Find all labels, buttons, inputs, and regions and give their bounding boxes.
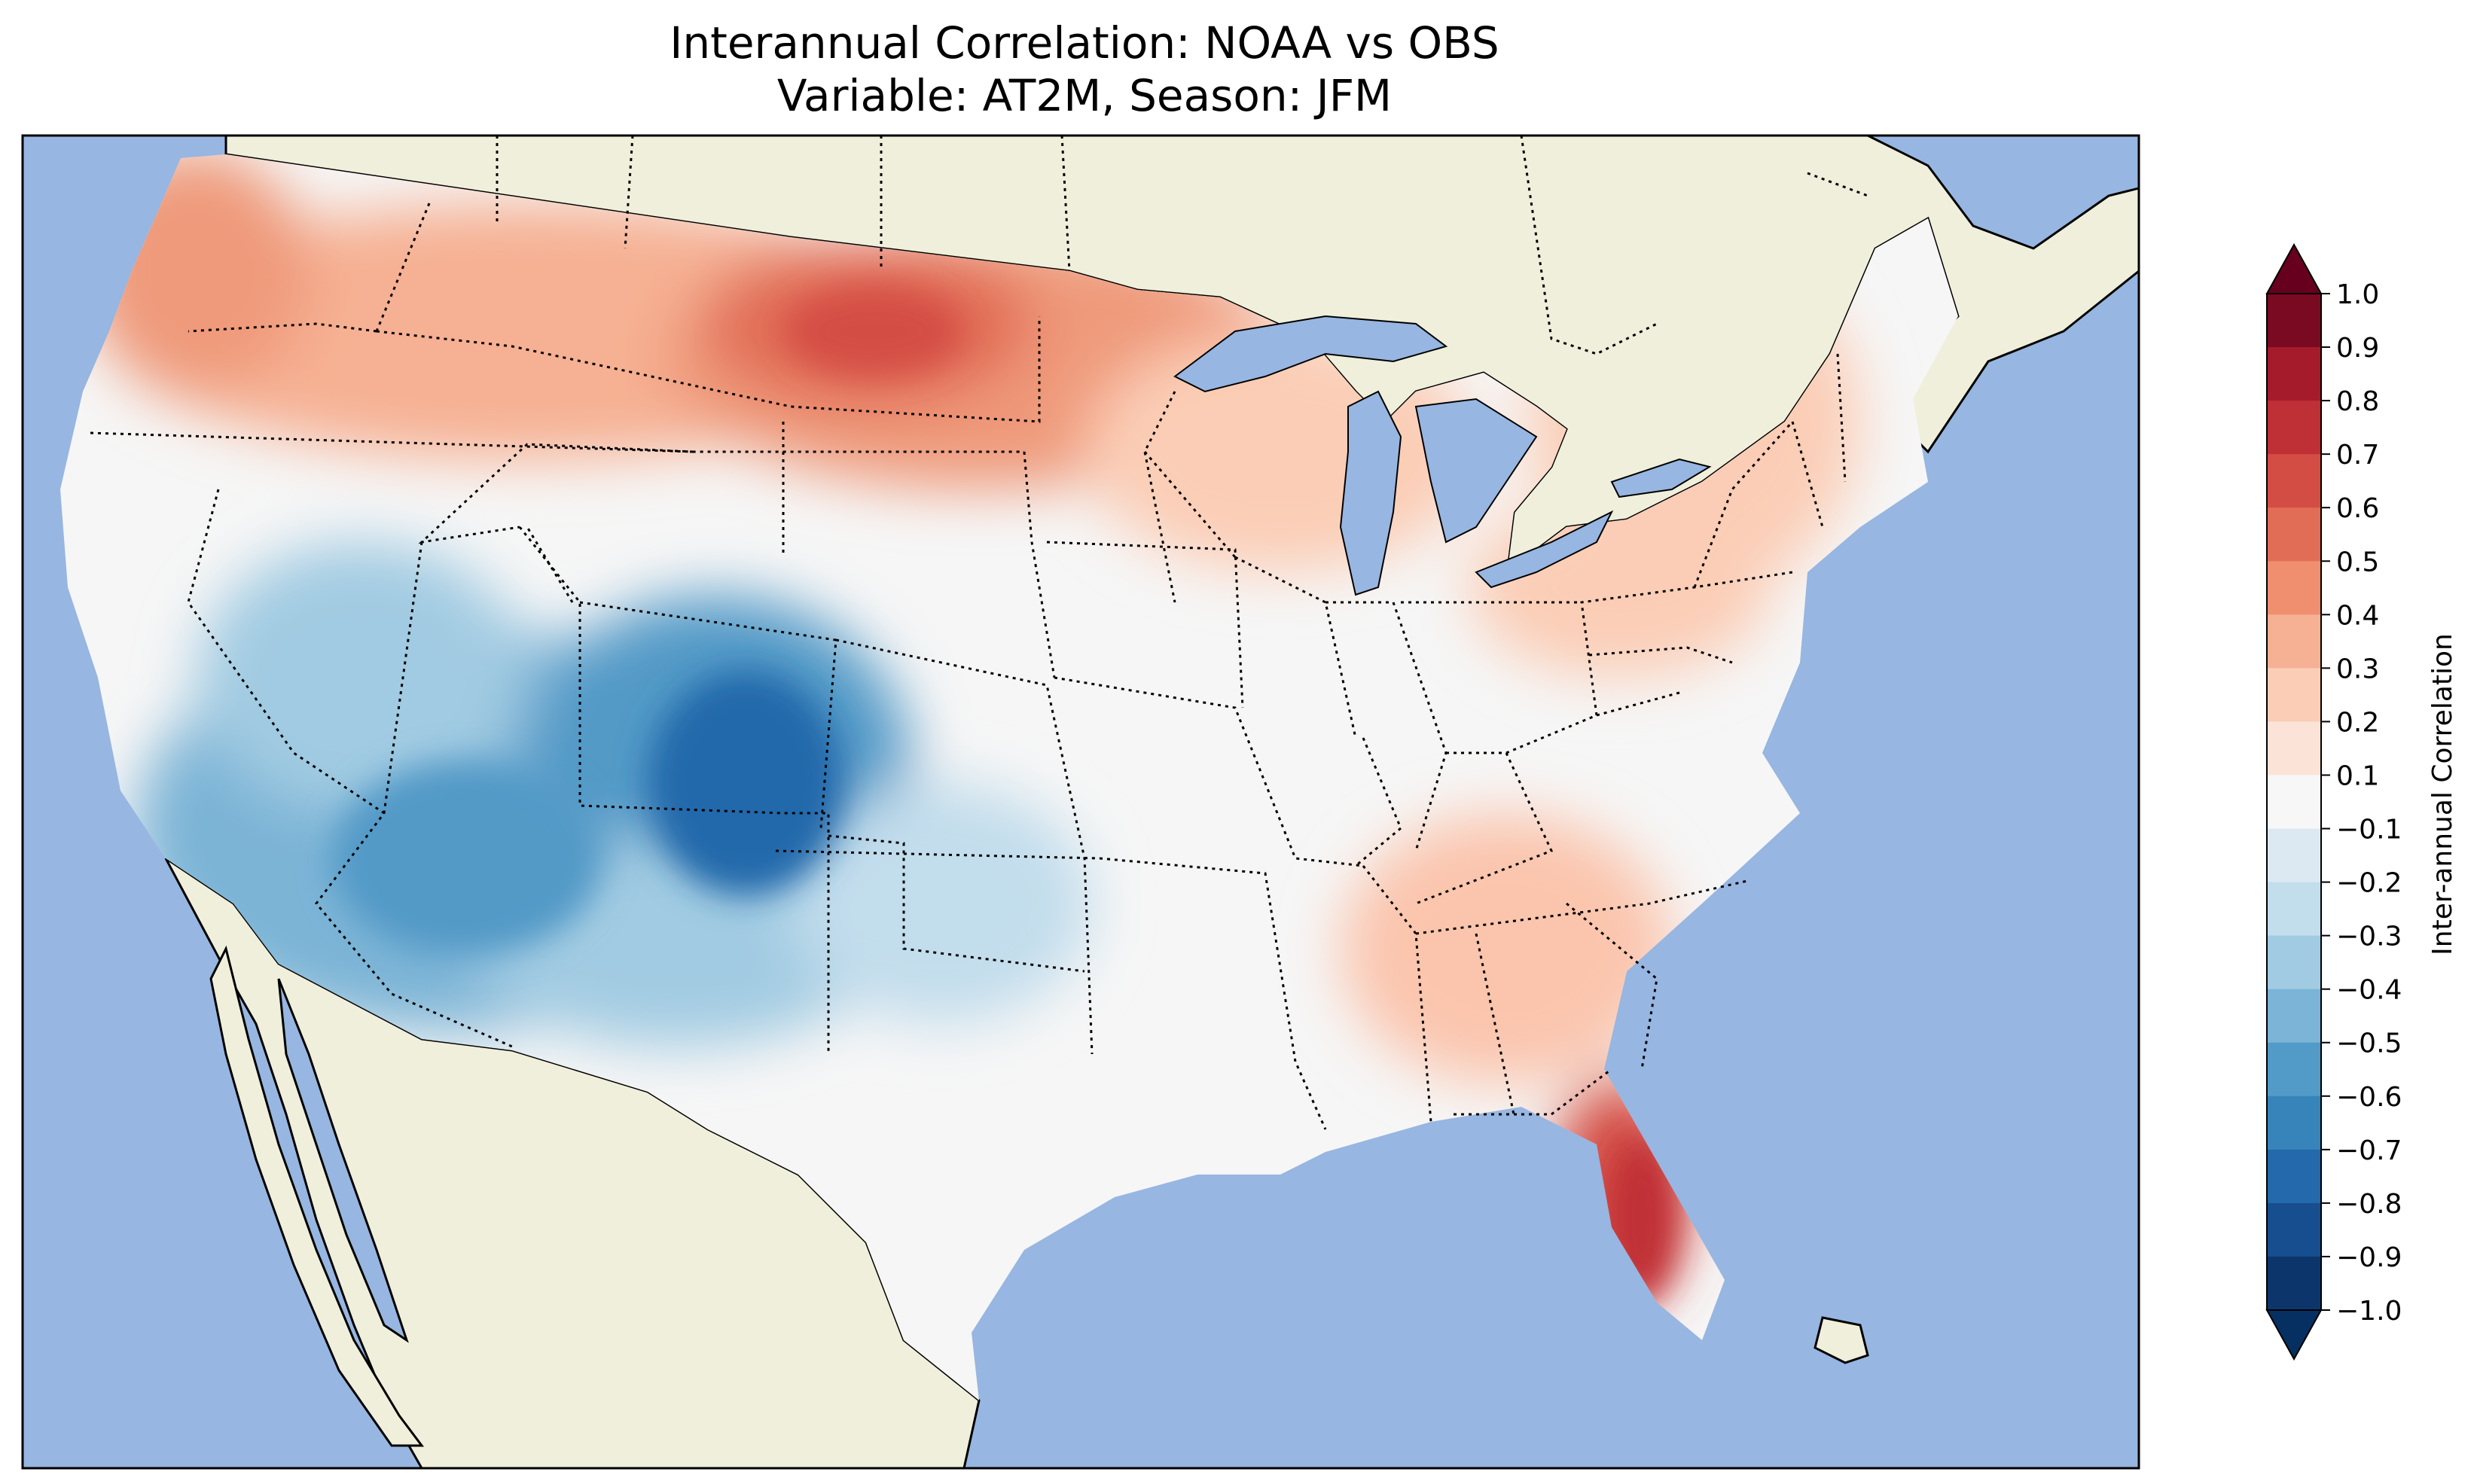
colorbar-tick-label: 0.6 [2336, 493, 2379, 524]
state-borders [90, 203, 1847, 1130]
colorbar-tick-label: 0.9 [2336, 333, 2379, 364]
great-lakes [1173, 315, 1712, 596]
colorbar-tick-label: −0.5 [2336, 1028, 2402, 1059]
colorbar-segment [2267, 507, 2321, 562]
colorbar-segment [2267, 401, 2321, 455]
colorbar-segment [2267, 1202, 2321, 1257]
colorbar-segment [2267, 721, 2321, 776]
colorbar-segment [2267, 668, 2321, 722]
colorbar-tick-label: 0.7 [2336, 440, 2379, 471]
map-title-line1: Interannual Correlation: NOAA vs OBS [670, 17, 1499, 69]
colorbar-segment [2267, 1149, 2321, 1204]
lake-michigan [1339, 390, 1402, 596]
colorbar-segment [2267, 294, 2321, 348]
lake-huron [1414, 398, 1538, 544]
colorbar-segment [2267, 347, 2321, 401]
map-panel [21, 134, 2140, 1470]
colorbar-tick-label: −1.0 [2336, 1296, 2402, 1327]
lake-erie [1475, 510, 1614, 589]
colorbar-tick-label: 0.3 [2336, 654, 2379, 684]
colorbar-tick-label: 0.2 [2336, 707, 2379, 738]
lake-ontario [1610, 458, 1712, 498]
colorbar-tick-label: −0.8 [2336, 1189, 2402, 1220]
colorbar-label: Inter-annual Correlation [2427, 633, 2458, 955]
colorbar-tick-label: 0.5 [2336, 547, 2379, 577]
map-title-line2: Variable: AT2M, Season: JFM [776, 70, 1393, 121]
province-borders [496, 136, 1868, 355]
colorbar-outline [2266, 293, 2322, 1311]
lake-superior [1173, 315, 1448, 393]
colorbar-segment [2267, 882, 2321, 937]
colorbar-segment [2267, 561, 2321, 615]
gulf-of-california [277, 978, 409, 1343]
cuba-island [1814, 1316, 1869, 1364]
colorbar-tick-label: −0.2 [2336, 868, 2402, 899]
colorbar-tick-label: −0.3 [2336, 922, 2402, 952]
colorbar-segment [2267, 1042, 2321, 1097]
colorbar-tick-label: −0.6 [2336, 1082, 2402, 1113]
colorbar-segment [2267, 1256, 2321, 1311]
colorbar-tick-label: 0.1 [2336, 760, 2379, 791]
map-frame [21, 134, 2140, 1470]
colorbar-segment [2267, 775, 2321, 830]
colorbar-tick-label: −0.1 [2336, 815, 2402, 846]
colorbar-tick-label: 1.0 [2336, 279, 2379, 310]
colorbar-segment [2267, 614, 2321, 669]
colorbar-extend-max [2265, 242, 2323, 294]
colorbar-tick-label: −0.9 [2336, 1242, 2402, 1273]
colorbar-extend-min [2265, 1309, 2323, 1361]
colorbar-tick-label: 0.8 [2336, 386, 2379, 417]
colorbar-tick-label: 0.4 [2336, 600, 2379, 631]
colorbar-segment [2267, 935, 2321, 990]
colorbar-tick-label: −0.7 [2336, 1135, 2402, 1166]
colorbar-tick-label: −0.4 [2336, 975, 2402, 1006]
baja-peninsula [209, 945, 424, 1447]
colorbar-segment [2267, 828, 2321, 883]
colorbar-segment [2267, 989, 2321, 1044]
colorbar-segment [2267, 454, 2321, 508]
colorbar-segment [2267, 1095, 2321, 1150]
